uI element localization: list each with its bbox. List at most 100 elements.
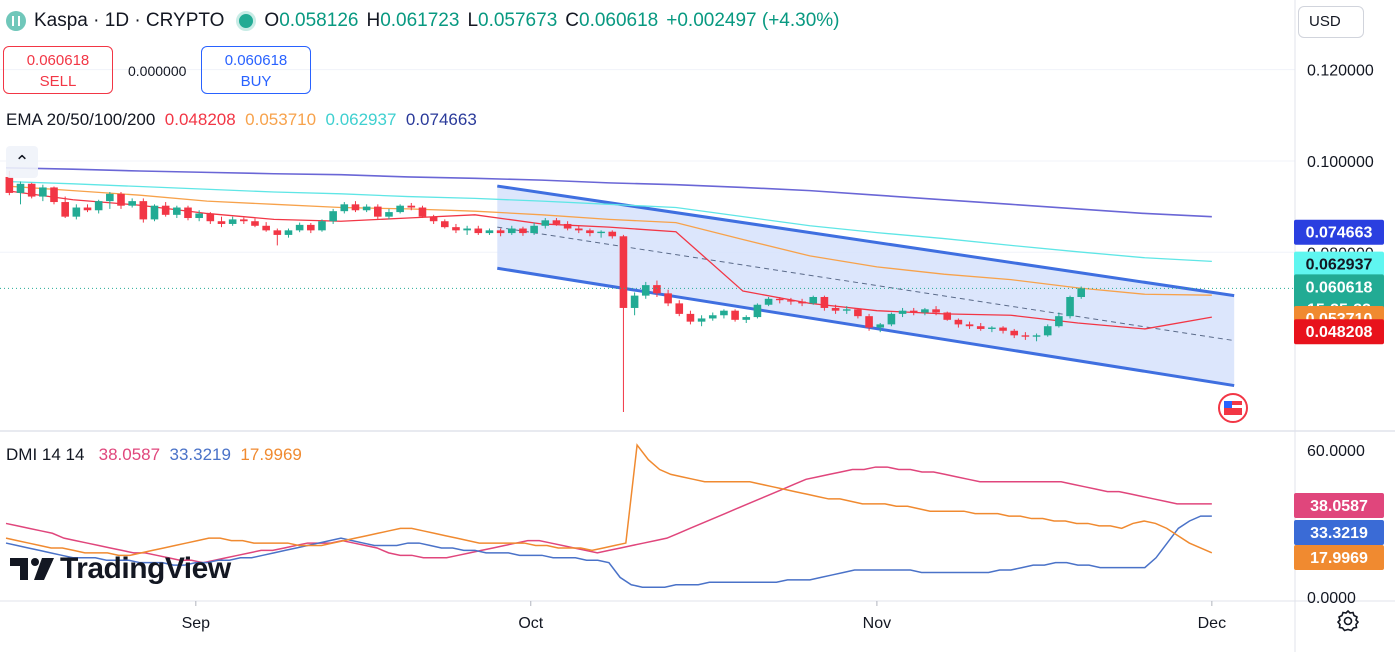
candle-body xyxy=(954,319,963,325)
candle-body xyxy=(809,296,818,304)
candle-body xyxy=(463,228,471,231)
time-tick-label: Sep xyxy=(182,615,211,632)
candle-body xyxy=(83,207,92,211)
candle-body xyxy=(128,201,136,206)
candle-body xyxy=(664,293,672,304)
candle-body xyxy=(1055,316,1063,327)
candle-body xyxy=(1021,335,1030,337)
candle-body xyxy=(184,207,192,219)
time-tick-label: Oct xyxy=(518,615,543,632)
ema-legend[interactable]: EMA 20/50/100/200 0.048208 0.053710 0.06… xyxy=(6,110,477,130)
dmi-plus-value: 38.0587 xyxy=(98,445,161,464)
candle-body xyxy=(150,205,159,220)
settings-icon[interactable] xyxy=(1336,609,1360,633)
tradingview-logo[interactable]: TradingView xyxy=(8,552,231,586)
candle-body xyxy=(697,318,706,322)
tradingview-logo-icon xyxy=(10,558,54,580)
candle-body xyxy=(262,225,270,231)
candle-body xyxy=(720,310,728,316)
candle-body xyxy=(764,298,773,305)
kaspa-coin-icon xyxy=(6,11,26,31)
sell-price: 0.060618 xyxy=(26,52,90,69)
buy-price: 0.060618 xyxy=(224,52,288,69)
ema20-value: 0.048208 xyxy=(164,110,236,129)
candle-body xyxy=(440,221,449,228)
chevron-up-icon: ⌃ xyxy=(14,152,30,172)
candle-body xyxy=(106,193,114,202)
high-label: H xyxy=(366,10,381,31)
candle-body xyxy=(608,231,617,237)
ema-line-ema50 xyxy=(5,185,1212,296)
candle-body xyxy=(731,310,739,320)
price-tag-label: 0.060618 xyxy=(1306,279,1373,296)
currency-selector[interactable]: USD xyxy=(1298,6,1364,38)
adx-value: 17.9969 xyxy=(240,445,302,464)
buy-button[interactable]: 0.060618 BUY xyxy=(201,46,311,94)
dmi-tag-label: 33.3219 xyxy=(1310,525,1368,542)
candle-body xyxy=(1032,335,1041,337)
dmi-line-plusdi xyxy=(5,466,1212,564)
candle-body xyxy=(519,228,527,234)
candle-body xyxy=(541,220,550,226)
candle-body xyxy=(396,205,404,213)
candle-body xyxy=(72,207,81,217)
candle-body xyxy=(887,313,896,325)
low-value: 0.057673 xyxy=(478,10,558,31)
candle-body xyxy=(1043,326,1052,336)
candle-body xyxy=(195,213,203,219)
candle-body xyxy=(407,205,416,208)
dmi-label: DMI 14 14 xyxy=(6,445,85,464)
candle-body xyxy=(161,205,170,215)
collapse-legend-button[interactable]: ⌃ xyxy=(6,146,38,178)
symbol-header: Kaspa · 1D · CRYPTO O 0.058126 H 0.061723 … xyxy=(6,8,848,34)
candle-body xyxy=(307,224,315,231)
candle-body xyxy=(429,216,438,222)
dmi-tick-label: 0.0000 xyxy=(1307,590,1356,607)
candle-body xyxy=(385,212,393,217)
candle-body xyxy=(909,310,918,313)
ema200-value: 0.074663 xyxy=(405,110,477,129)
time-tick-label: Dec xyxy=(1198,615,1226,632)
candle-body xyxy=(708,315,717,319)
dmi-lines xyxy=(5,443,1213,588)
ema100-value: 0.062937 xyxy=(325,110,397,129)
dmi-tag-bg xyxy=(1294,493,1384,518)
candle-body xyxy=(753,304,762,318)
candle-body xyxy=(530,225,538,234)
symbol-title[interactable]: Kaspa · 1D · CRYPTO xyxy=(34,10,225,31)
high-value: 0.061723 xyxy=(380,10,460,31)
candle-body xyxy=(943,312,952,320)
candle-body xyxy=(1010,330,1019,336)
candle-body xyxy=(273,230,282,235)
candle-body xyxy=(217,221,226,224)
candle-body xyxy=(16,183,25,193)
candle-body xyxy=(5,176,14,193)
candle-body xyxy=(921,309,929,313)
dmi-legend[interactable]: DMI 14 14 38.0587 33.3219 17.9969 xyxy=(6,445,302,465)
candle-body xyxy=(742,317,751,320)
candle-body xyxy=(206,213,215,222)
sell-button[interactable]: 0.060618 SELL xyxy=(3,46,113,94)
sell-label: SELL xyxy=(39,73,77,90)
buy-label: BUY xyxy=(240,73,272,90)
candle-body xyxy=(898,310,907,314)
candle-body xyxy=(865,316,873,328)
candle-body xyxy=(50,187,58,203)
open-value: 0.058126 xyxy=(279,10,359,31)
dmi-tag-label: 17.9969 xyxy=(1310,550,1368,567)
ema-label: EMA 20/50/100/200 xyxy=(6,110,156,129)
us-flag-canton xyxy=(1224,401,1232,408)
candle-body xyxy=(787,300,795,302)
dmi-tag-bg xyxy=(1294,545,1384,570)
close-value: 0.060618 xyxy=(579,10,659,31)
price-tag-bg xyxy=(1294,251,1384,277)
candle-body xyxy=(284,230,293,235)
candle-body xyxy=(117,193,125,206)
candle-body xyxy=(1066,296,1074,317)
candle-body xyxy=(619,236,628,308)
price-tag-label: 0.048208 xyxy=(1306,324,1373,341)
candles xyxy=(0,171,1295,413)
candle-body xyxy=(686,313,695,322)
time-tick-label: Nov xyxy=(863,615,891,632)
